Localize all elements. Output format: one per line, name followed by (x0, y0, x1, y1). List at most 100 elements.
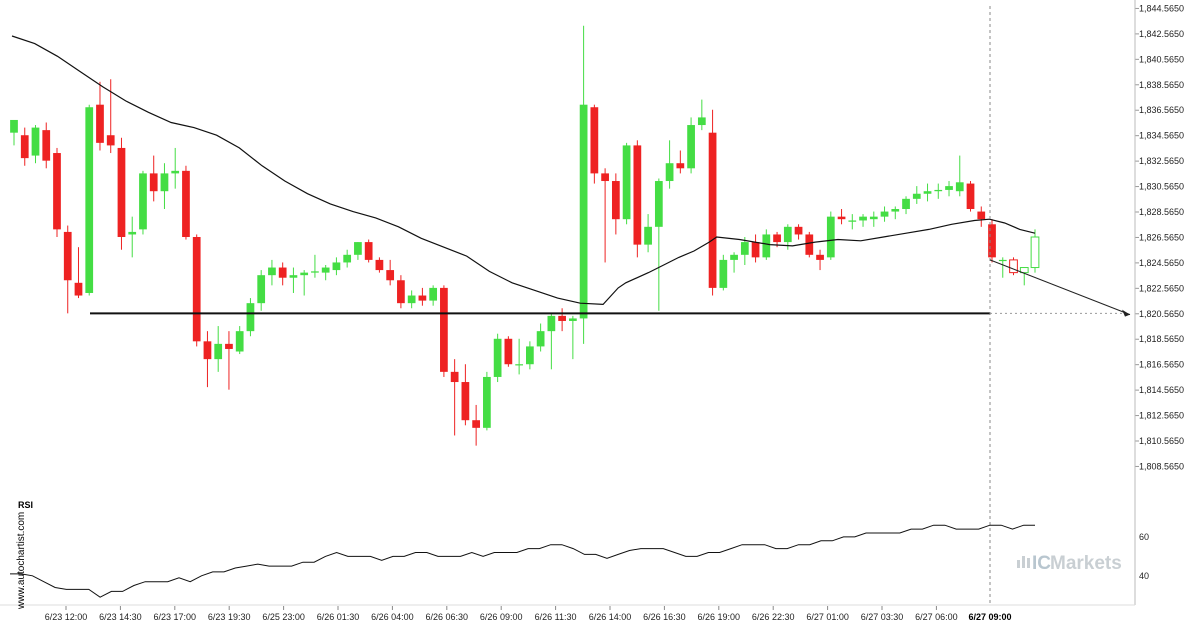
candle-body (730, 254, 738, 260)
price-tick-label: 1,820.5650 (1139, 309, 1184, 319)
candle-body (203, 341, 212, 360)
candle-body (762, 234, 771, 258)
candle-body (816, 254, 824, 260)
time-tick-label: 6/27 06:00 (915, 612, 958, 622)
price-tick-label: 1,826.5650 (1139, 232, 1184, 242)
time-tick-label: 6/23 14:30 (99, 612, 142, 622)
candle-body (536, 331, 545, 347)
candle-body (418, 295, 427, 301)
candle-body (998, 259, 1007, 262)
candle-body (988, 224, 996, 258)
time-tick-label: 6/26 19:00 (698, 612, 741, 622)
price-tick-label: 1,810.5650 (1139, 436, 1184, 446)
candle-body (558, 315, 566, 321)
candle-body (257, 275, 266, 304)
candle-body (697, 117, 706, 126)
candle-body (139, 173, 147, 230)
candle-body (354, 242, 362, 255)
candle-body (149, 173, 158, 192)
candle-body (472, 420, 481, 428)
candle-body (654, 181, 663, 227)
candle-body (837, 216, 846, 220)
bars-logo-icon (1017, 556, 1030, 568)
candle-body (483, 376, 491, 428)
candle-body (106, 135, 115, 146)
moving-average-line (11, 35, 1036, 306)
candle-body (74, 282, 83, 296)
candle-body (740, 242, 749, 255)
candle-body (1030, 236, 1040, 269)
candle-body (579, 104, 588, 319)
candle-body (450, 371, 459, 383)
candle-body (117, 147, 126, 238)
candle-body (343, 254, 352, 263)
candle-body (31, 127, 40, 156)
candle-body (20, 135, 29, 159)
rsi-line (10, 524, 1035, 598)
candle-body (397, 280, 405, 304)
price-tick-label: 1,836.5650 (1139, 105, 1184, 115)
price-tick-label: 1,812.5650 (1139, 411, 1184, 421)
candle-body (977, 211, 986, 220)
candle-body (590, 107, 599, 174)
candle-body (848, 220, 857, 222)
rsi-panel: 60 40 (10, 524, 1149, 598)
candle-body (235, 331, 244, 352)
time-tick-label: 6/26 16:30 (643, 612, 686, 622)
candle-body (493, 338, 502, 377)
candle-body (880, 211, 889, 217)
rsi-tick-label: 60 (1139, 532, 1149, 542)
price-tick-label: 1,844.5650 (1139, 3, 1184, 13)
brand-logo: IC Markets (1017, 553, 1122, 574)
candle-body (300, 272, 309, 276)
watermark-text: www.autochartist.com (16, 512, 27, 610)
candle-body (859, 216, 867, 221)
candle-body (547, 315, 556, 332)
candle-body (912, 193, 921, 199)
candle-body (526, 346, 534, 365)
time-tick-label: 6/26 06:30 (426, 612, 469, 622)
price-tick-label: 1,842.5650 (1139, 29, 1184, 39)
price-tick-label: 1,840.5650 (1139, 54, 1184, 64)
time-tick-label: 6/27 03:30 (861, 612, 904, 622)
candle-body (461, 382, 470, 421)
candle-body (955, 182, 964, 192)
candle-body (53, 153, 61, 230)
candle-body (783, 226, 792, 243)
time-axis: 6/23 12:00 6/23 14:30 6/23 17:00 6/23 19:30… (0, 604, 1135, 622)
time-tick-label: 6/23 17:00 (154, 612, 197, 622)
candle-body (934, 189, 943, 192)
candle-body (773, 234, 781, 243)
price-tick-label: 1,808.5650 (1139, 461, 1184, 471)
candle-body (719, 259, 728, 288)
price-tick-label: 1,816.5650 (1139, 360, 1184, 370)
candle-body (1009, 259, 1018, 274)
price-tick-label: 1,822.5650 (1139, 283, 1184, 293)
candle-body (10, 119, 18, 133)
candle-body (794, 226, 803, 235)
price-tick-label: 1,814.5650 (1139, 385, 1184, 395)
time-tick-label: 6/23 12:00 (45, 612, 88, 622)
current-time-label: 6/27 09:00 (968, 612, 1011, 622)
candle-body (665, 163, 674, 182)
time-tick-label: 6/26 01:30 (317, 612, 360, 622)
candle-body (633, 145, 642, 245)
candle-body (429, 287, 438, 301)
candle-body (63, 231, 72, 281)
candle-body (568, 318, 577, 321)
price-tick-label: 1,838.5650 (1139, 80, 1184, 90)
time-tick-label: 6/26 22:30 (752, 612, 795, 622)
price-tick-label: 1,818.5650 (1139, 334, 1184, 344)
candle-body (160, 173, 169, 192)
candle-body (332, 262, 341, 271)
candle-body (182, 170, 190, 238)
candle-body (171, 170, 180, 174)
candle-body (687, 125, 695, 169)
candle-body (805, 234, 814, 255)
candle-body (644, 226, 652, 245)
candlestick-series (10, 25, 1040, 446)
candle-body (751, 242, 760, 258)
candle-body (891, 209, 900, 212)
time-tick-label: 6/26 14:00 (589, 612, 632, 622)
